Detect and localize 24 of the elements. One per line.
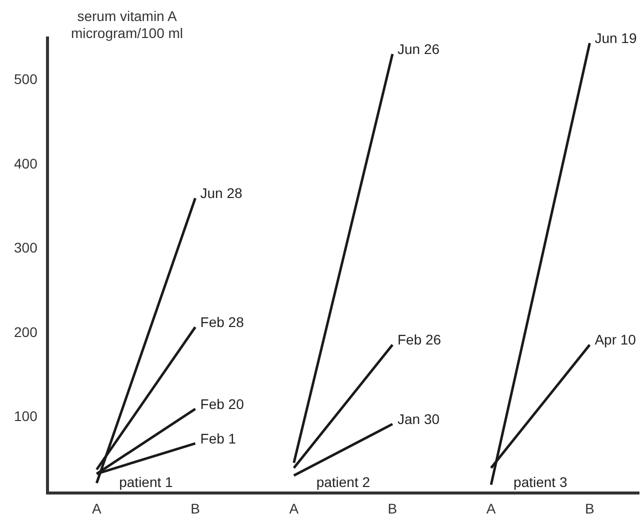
x-tick-label: B: [388, 500, 398, 516]
y-tick-label: 500: [14, 71, 38, 88]
series-label: Jun 26: [397, 40, 440, 57]
y-axis-title: serum vitamin A microgram/100 ml: [70, 8, 184, 42]
series-label: Jun 28: [200, 185, 243, 202]
x-tick-label: A: [486, 500, 496, 516]
series-label: Apr 10: [594, 332, 636, 348]
series-label: Feb 1: [200, 430, 236, 446]
series-label: Jun 19: [594, 30, 637, 46]
annotation: patient 2: [316, 474, 370, 490]
x-tick-label: A: [289, 500, 300, 516]
series-label: Feb 20: [200, 396, 244, 412]
y-tick-label: 400: [14, 155, 38, 172]
x-tick-label: B: [585, 500, 594, 516]
x-tick-label: A: [92, 500, 102, 516]
series-label: Feb 26: [397, 332, 442, 348]
y-tick-label: 200: [14, 324, 38, 340]
y-tick-label: 300: [14, 240, 38, 256]
x-tick-label: B: [190, 500, 200, 516]
annotation: patient 1: [119, 474, 174, 490]
annotation: patient 3: [514, 474, 568, 490]
series-label: Feb 28: [200, 314, 244, 330]
series-label: Jan 30: [397, 410, 440, 427]
y-tick-label: 100: [14, 408, 38, 424]
